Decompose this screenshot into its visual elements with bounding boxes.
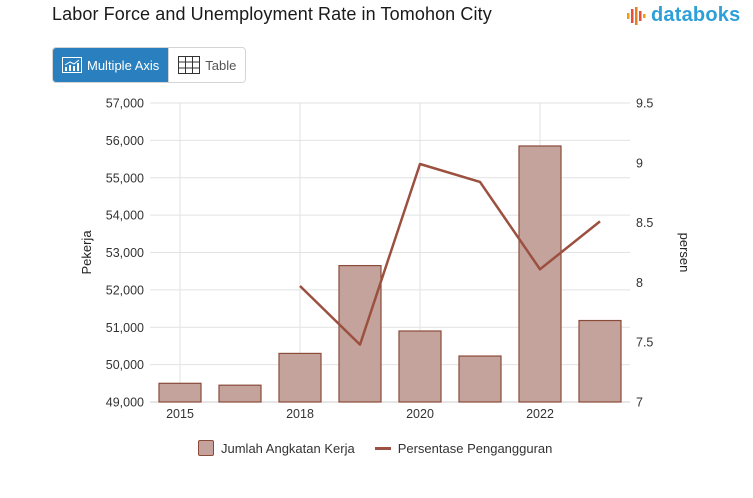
databoks-logo[interactable]: databoks	[626, 4, 740, 27]
legend-line-swatch	[374, 446, 391, 450]
y-left-tick-label: 49,000	[106, 396, 144, 410]
legend-label-unemployment: Persentase Pengangguran	[397, 440, 553, 456]
y-right-tick-label: 8	[636, 276, 643, 290]
multiple-axis-button[interactable]: Multiple Axis	[53, 48, 169, 82]
chart-icon	[62, 57, 82, 73]
databoks-logo-icon	[627, 6, 646, 25]
view-toggle: Multiple Axis Table	[52, 47, 247, 83]
multiple-axis-label: Multiple Axis	[87, 57, 160, 73]
legend-item-labor-force[interactable]: Jumlah Angkatan Kerja	[198, 440, 355, 456]
chart-title: Labor Force and Unemployment Rate in Tom…	[52, 4, 492, 24]
table-label: Table	[205, 57, 237, 73]
bar-2020	[398, 330, 442, 403]
y-left-tick-label: 57,000	[106, 97, 144, 111]
bar-2023	[578, 319, 622, 403]
y-left-tick-label: 53,000	[106, 246, 144, 260]
y-left-tick-label: 51,000	[106, 321, 144, 335]
y-right-tick-label: 9.5	[636, 97, 653, 111]
bar-2016	[218, 384, 262, 403]
x-tick-label: 2020	[406, 407, 434, 421]
y-right-axis-title: persen	[677, 233, 692, 273]
bar-2022	[518, 145, 562, 403]
x-tick-label: 2022	[526, 407, 554, 421]
y-left-axis-title: Pekerja	[79, 230, 94, 275]
y-left-tick-label: 56,000	[106, 134, 144, 148]
bar-2015	[158, 382, 202, 403]
y-left-tick-label: 54,000	[106, 209, 144, 223]
legend-bar-swatch	[198, 440, 214, 456]
chart-legend: Jumlah Angkatan Kerja Persentase Pengang…	[198, 440, 572, 456]
bar-2021	[458, 355, 502, 403]
y-left-tick-label: 55,000	[106, 171, 144, 185]
table-icon	[178, 56, 201, 74]
table-button[interactable]: Table	[168, 48, 246, 82]
legend-item-unemployment[interactable]: Persentase Pengangguran	[374, 440, 553, 456]
y-right-tick-label: 9	[636, 156, 643, 170]
x-tick-label: 2018	[286, 407, 314, 421]
y-left-tick-label: 52,000	[106, 283, 144, 297]
unemployment-line	[299, 162, 601, 346]
y-right-tick-label: 8.5	[636, 216, 653, 230]
logo-text: databoks	[651, 4, 741, 26]
y-left-tick-label: 50,000	[106, 358, 144, 372]
bar-2018	[278, 352, 322, 403]
bar-2019	[338, 264, 382, 403]
x-tick-label: 2015	[166, 407, 194, 421]
y-right-tick-label: 7	[636, 396, 643, 410]
legend-label-labor-force: Jumlah Angkatan Kerja	[221, 440, 355, 456]
y-right-tick-label: 7.5	[636, 336, 653, 350]
